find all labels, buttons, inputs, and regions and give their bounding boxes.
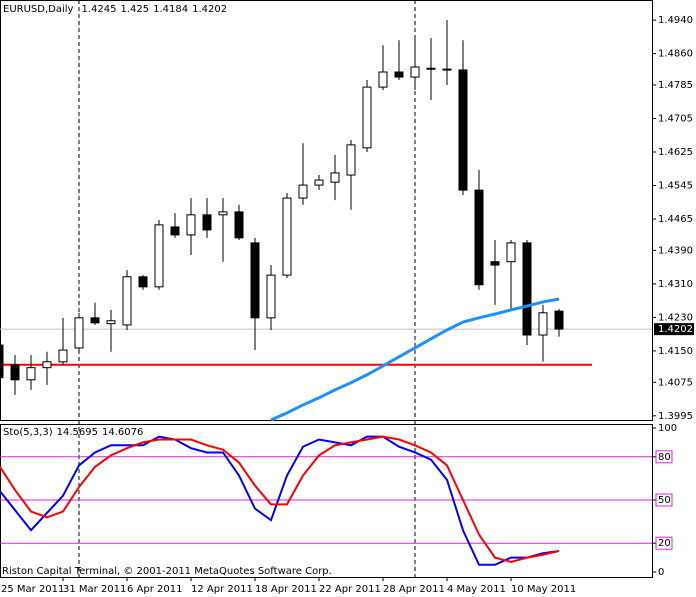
price-label: 1.4202 [658,324,693,335]
y-tick-label: 1.4545 [658,181,693,192]
x-tick-label: 12 Apr 2011 [191,584,253,595]
level-label-box [655,493,673,507]
oscillator-line [0,435,560,563]
y-tick-label: 1.4785 [658,80,693,91]
oscillator-line [0,435,560,566]
level-label-box [655,536,673,550]
candle-body [74,317,84,349]
candle-body [218,211,228,216]
y-tick-label: 50 [658,495,671,506]
candle-body [186,214,196,236]
candle-body [170,226,180,236]
candle-body [26,367,36,381]
candle-body [522,242,532,336]
candle-body [138,276,148,288]
candle-body [330,172,340,183]
candle-body [410,66,420,78]
y-tick-label: 1.4465 [658,214,693,225]
candle-body [122,276,132,326]
price-panel [0,0,653,421]
x-tick-label: 25 Mar 2011 [1,584,64,595]
candle-body [106,320,116,325]
oscillator-header: Sto(5,3,3) 14.5695 14.6076 [3,427,143,438]
main-value: 14.5695 [57,427,98,438]
candle-body [506,242,516,263]
candle-body [426,67,436,70]
y-tick-label: 1.4860 [658,49,693,60]
signal-value: 14.6076 [102,427,143,438]
x-tick-label: 18 Apr 2011 [255,584,317,595]
symbol: EURUSD,Daily [3,4,74,15]
candle-body [154,224,164,288]
y-tick-label: 1.4940 [658,15,693,26]
oscillator-panel [0,424,653,578]
moving-average [270,297,560,422]
candle-body [314,179,324,186]
candle-body [490,261,500,266]
y-tick-label: 80 [658,452,671,463]
y-tick-label: 1.4230 [658,312,693,323]
candle-body [442,68,452,71]
high-value: 1.425 [120,4,149,15]
low-value: 1.4184 [153,4,188,15]
candle-body [0,344,4,379]
x-tick-label: 4 May 2011 [447,584,506,595]
x-tick-label: 31 Mar 2011 [63,584,126,595]
candle-body [394,71,404,78]
y-tick-label: 1.4705 [658,114,693,125]
candle-body [250,242,260,319]
price-box [654,323,694,336]
close-value: 1.4202 [192,4,227,15]
candle-body [458,69,468,191]
candle-body [298,184,308,199]
y-tick-label: 1.4075 [658,377,693,388]
y-tick-label: 1.4390 [658,245,693,256]
y-tick-label: 20 [658,538,671,549]
x-tick-label: 6 Apr 2011 [127,584,182,595]
candle-body [234,211,244,239]
candle-body [378,71,388,88]
candle-body [202,214,212,231]
candle-body [474,189,484,286]
candle-body [10,364,20,381]
candle-body [538,312,548,336]
y-tick-label: 100 [658,423,677,434]
candle-body [42,361,52,369]
y-tick-label: 1.3995 [658,411,693,422]
x-tick-label: 22 Apr 2011 [319,584,381,595]
level-label-box [655,450,673,464]
y-tick-label: 1.4310 [658,279,693,290]
y-tick-label: 0 [658,567,664,578]
candle-body [346,144,356,176]
open-value: 1.4245 [81,4,116,15]
y-tick-label: 1.4150 [658,346,693,357]
price-header: EURUSD,Daily 1.4245 1.425 1.4184 1.4202 [3,4,227,15]
candle-body [266,274,276,319]
y-tick-label: 1.4625 [658,147,693,158]
candle-body [362,86,372,149]
oscillator-title: Sto(5,3,3) [3,427,53,438]
candle-body [554,310,564,330]
candle-body [90,317,100,324]
x-tick-label: 10 May 2011 [511,584,576,595]
footer: Riston Capital Terminal, © 2001-2011 Met… [2,566,332,577]
candle-body [282,197,292,276]
x-tick-label: 28 Apr 2011 [383,584,445,595]
candle-body [58,349,68,363]
